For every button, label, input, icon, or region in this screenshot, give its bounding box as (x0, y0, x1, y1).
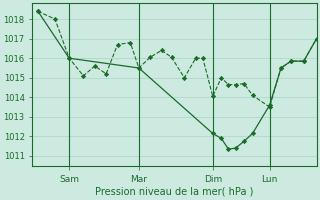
X-axis label: Pression niveau de la mer( hPa ): Pression niveau de la mer( hPa ) (95, 187, 253, 197)
